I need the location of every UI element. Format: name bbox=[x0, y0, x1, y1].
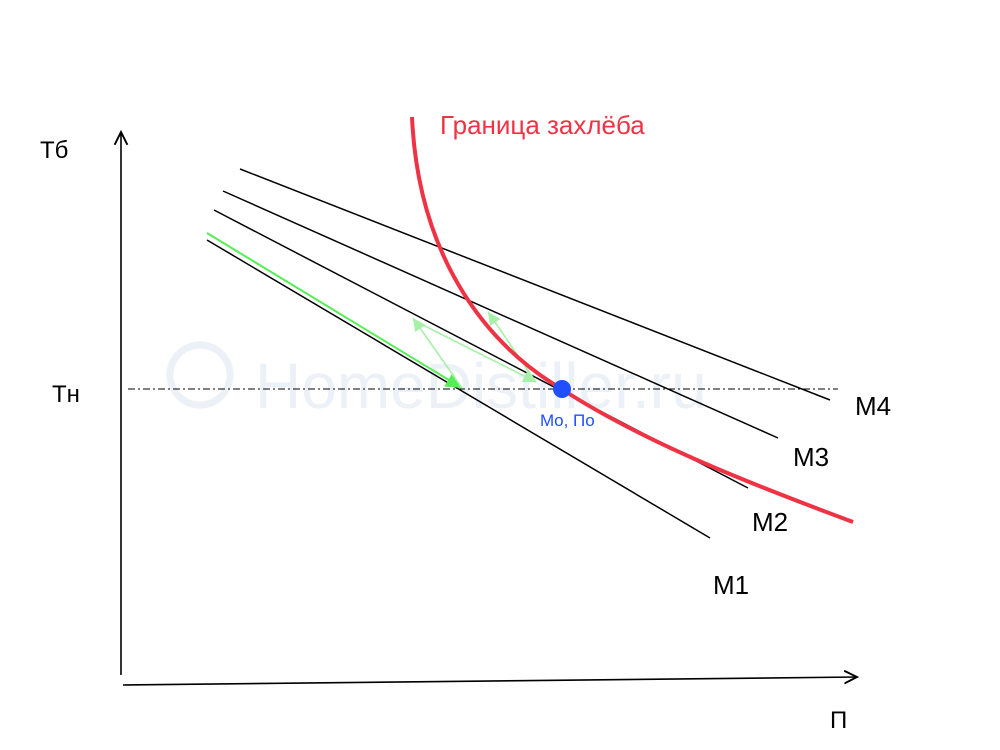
x-axis bbox=[122, 677, 857, 686]
x-axis-label: П bbox=[830, 707, 847, 734]
line-m4-label: M4 bbox=[855, 391, 891, 421]
y-axis-label: Тб bbox=[40, 137, 68, 164]
line-m4 bbox=[239, 168, 831, 401]
watermark-drop-icon bbox=[166, 341, 234, 409]
trajectory-arrow-right-1 bbox=[412, 319, 537, 383]
line-m1 bbox=[206, 239, 711, 539]
watermark: HomeDistiller.ru bbox=[166, 341, 707, 422]
line-m2-label: M2 bbox=[752, 507, 788, 537]
flooding-boundary-label: Граница захлёба bbox=[440, 110, 645, 140]
trajectory-arrow-main bbox=[206, 232, 463, 389]
operating-point-label: Mo, По bbox=[540, 411, 595, 430]
line-m3-label: M3 bbox=[793, 442, 829, 472]
flooding-boundary-curve bbox=[410, 116, 854, 524]
trajectory-arrow-up-2 bbox=[487, 311, 537, 383]
watermark-text: HomeDistiller.ru bbox=[255, 350, 707, 422]
reference-level-label: Тн bbox=[52, 381, 80, 408]
trajectory-arrow-up-1 bbox=[412, 317, 463, 389]
line-m1-label: M1 bbox=[713, 570, 749, 600]
operating-point-marker bbox=[553, 380, 571, 398]
